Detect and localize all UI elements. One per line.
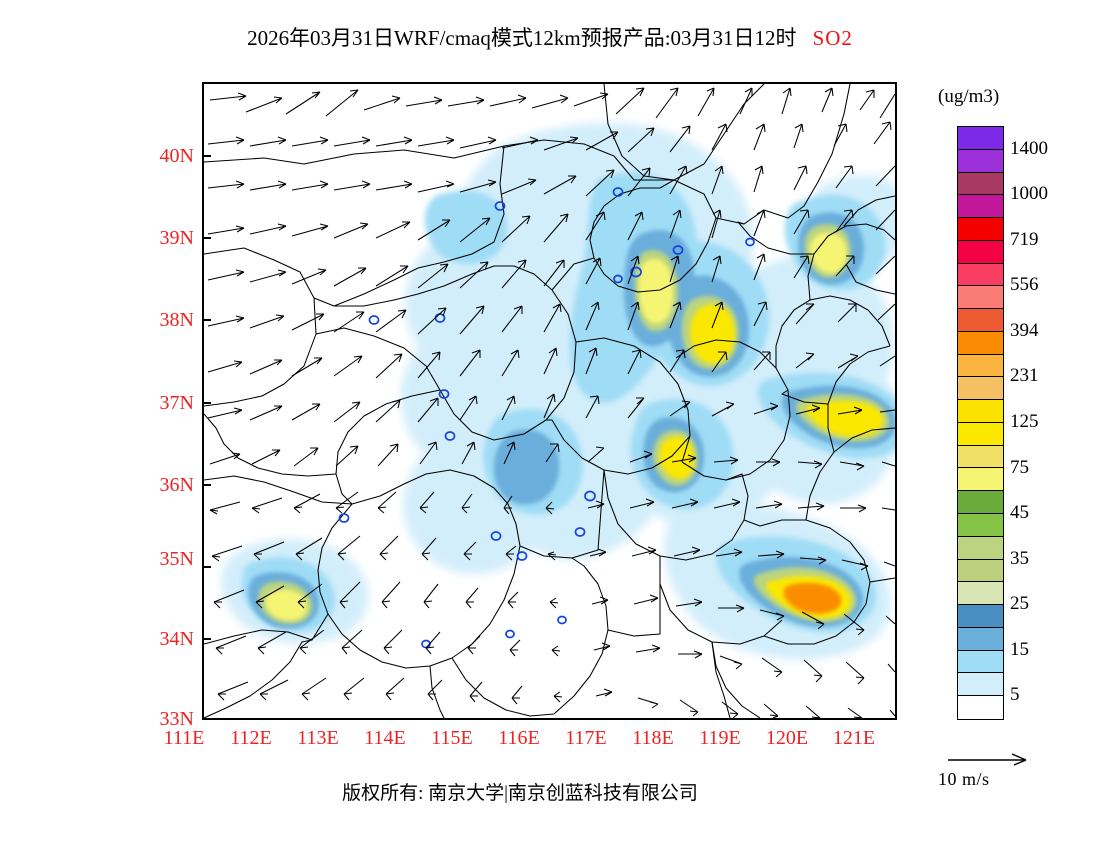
- colorbar-band-20[interactable]: [958, 582, 1003, 606]
- lat-label-38n: 38N: [159, 309, 194, 331]
- lon-label-118e: 118E: [632, 727, 674, 749]
- colorbar-label-35: 35: [1010, 547, 1029, 569]
- colorbar-label-1000: 1000: [1010, 183, 1048, 205]
- lat-tick: [202, 155, 211, 157]
- colorbar-band-22[interactable]: [958, 627, 1003, 651]
- lat-label-37n: 37N: [159, 392, 194, 414]
- lon-label-113e: 113E: [297, 727, 339, 749]
- lon-label-115e: 115E: [431, 727, 473, 749]
- lat-tick: [202, 484, 211, 486]
- colorbar-band-8[interactable]: [958, 309, 1003, 332]
- lon-label-117e: 117E: [565, 727, 607, 749]
- lon-label-120e: 120E: [765, 727, 809, 749]
- wind-vectors: [207, 87, 895, 718]
- colorbar-label-25: 25: [1010, 593, 1029, 615]
- lon-label-111e: 111E: [163, 727, 205, 749]
- colorbar-band-12[interactable]: [958, 400, 1003, 423]
- colorbar-label-719: 719: [1010, 228, 1039, 250]
- colorbar-label-556: 556: [1010, 274, 1039, 296]
- lon-label-121e: 121E: [832, 727, 876, 749]
- title-species: SO2: [812, 26, 853, 50]
- colorbar-band-9[interactable]: [958, 331, 1003, 355]
- copyright-notice: 版权所有: 南京大学|南京创蓝科技有限公司: [342, 783, 698, 804]
- colorbar-band-24[interactable]: [958, 673, 1003, 697]
- colorbar-band-19[interactable]: [958, 559, 1003, 583]
- lat-tick: [202, 237, 211, 239]
- colorbar-band-5[interactable]: [958, 240, 1003, 264]
- conc-level-394: [783, 582, 842, 614]
- lat-label-40n: 40N: [159, 145, 194, 167]
- colorbar-band-3[interactable]: [958, 195, 1003, 219]
- title-main: 2026年03月31日WRF/cmaq模式12km预报产品:03月31日12时: [247, 26, 797, 50]
- lat-tick: [202, 402, 211, 404]
- colorbar-band-17[interactable]: [958, 514, 1003, 537]
- map-canvas: [204, 84, 895, 718]
- colorbar-band-13[interactable]: [958, 422, 1003, 446]
- colorbar-unit: (ug/m3): [938, 86, 1000, 107]
- lon-label-119e: 119E: [699, 727, 741, 749]
- colorbar-label-15: 15: [1010, 638, 1029, 660]
- colorbar-band-2[interactable]: [958, 172, 1003, 196]
- lon-label-114e: 114E: [364, 727, 406, 749]
- colorbar-band-21[interactable]: [958, 605, 1003, 628]
- lat-tick: [202, 319, 211, 321]
- wind-scale-legend: 10 m/s: [938, 748, 1088, 790]
- colorbar-band-1[interactable]: [958, 149, 1003, 173]
- lat-label-35n: 35N: [159, 548, 194, 570]
- lat-label-34n: 34N: [159, 628, 194, 650]
- lat-tick: [202, 638, 211, 640]
- colorbar-band-14[interactable]: [958, 445, 1003, 469]
- colorbar-label-75: 75: [1010, 456, 1029, 478]
- page-title: 2026年03月31日WRF/cmaq模式12km预报产品:03月31日12时 S…: [0, 22, 1100, 52]
- lat-label-39n: 39N: [159, 227, 194, 249]
- colorbar-band-6[interactable]: [958, 263, 1003, 287]
- lon-label-116e: 116E: [498, 727, 540, 749]
- colorbar-label-45: 45: [1010, 502, 1029, 524]
- colorbar[interactable]: [957, 126, 1004, 720]
- lat-tick: [202, 566, 211, 568]
- lon-label-112e: 112E: [230, 727, 272, 749]
- colorbar-band-16[interactable]: [958, 491, 1003, 515]
- colorbar-label-231: 231: [1010, 365, 1039, 387]
- colorbar-band-7[interactable]: [958, 286, 1003, 310]
- colorbar-band-15[interactable]: [958, 468, 1003, 492]
- colorbar-label-394: 394: [1010, 319, 1039, 341]
- wind-scale-label: 10 m/s: [938, 769, 990, 789]
- map-frame[interactable]: [202, 82, 897, 720]
- colorbar-label-5: 5: [1010, 684, 1020, 706]
- colorbar-band-18[interactable]: [958, 536, 1003, 560]
- lat-tick: [202, 718, 211, 720]
- colorbar-band-0[interactable]: [958, 127, 1003, 150]
- colorbar-band-4[interactable]: [958, 218, 1003, 241]
- colorbar-label-125: 125: [1010, 411, 1039, 432]
- colorbar-band-23[interactable]: [958, 650, 1003, 674]
- colorbar-band-10[interactable]: [958, 354, 1003, 378]
- lat-label-36n: 36N: [159, 474, 194, 496]
- colorbar-band-25[interactable]: [958, 696, 1003, 719]
- lat-label-33n: 33N: [159, 708, 194, 730]
- right-arrow-icon: [948, 753, 1027, 766]
- map-panel: [202, 82, 897, 720]
- colorbar-band-11[interactable]: [958, 377, 1003, 401]
- colorbar-label-1400: 1400: [1010, 137, 1048, 159]
